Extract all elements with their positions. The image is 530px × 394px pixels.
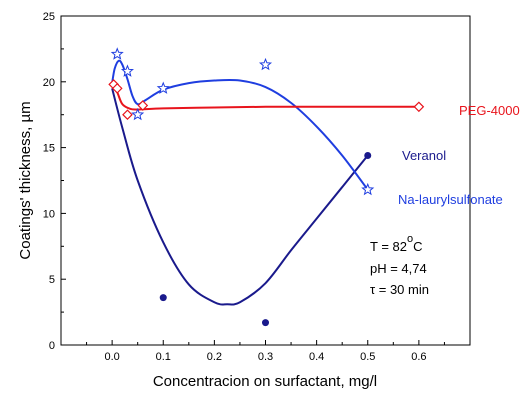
series-label-na-laurylsulfonate: Na-laurylsulfonate bbox=[398, 192, 503, 207]
y-tick-label: 0 bbox=[49, 340, 55, 352]
data-point-peg-4000 bbox=[137, 100, 149, 111]
x-tick-label: 0.2 bbox=[207, 351, 222, 363]
data-point-na-laurylsulfonate bbox=[110, 47, 124, 60]
temperature-unit: C bbox=[413, 239, 422, 254]
x-tick-label: 0.3 bbox=[258, 351, 273, 363]
time-annotation: τ = 30 min bbox=[370, 282, 429, 297]
series-label-veranol: Veranol bbox=[402, 148, 446, 163]
x-tick-label: 0.6 bbox=[411, 351, 426, 363]
y-axis-title: Coatings' thickness, µm bbox=[17, 101, 34, 259]
data-point-peg-4000 bbox=[111, 83, 123, 94]
y-tick-label: 5 bbox=[49, 274, 55, 286]
y-tick-label: 15 bbox=[43, 143, 55, 155]
x-tick-label: 0.1 bbox=[156, 351, 171, 363]
data-point-peg-4000 bbox=[413, 101, 425, 113]
data-markers bbox=[108, 47, 425, 327]
temperature-value: T = 82 bbox=[370, 239, 407, 254]
data-point-na-laurylsulfonate bbox=[156, 81, 170, 94]
data-point-na-laurylsulfonate bbox=[258, 57, 273, 71]
y-tick-label: 10 bbox=[43, 208, 55, 220]
x-axis-title: Concentracion on surfactant, mg/l bbox=[153, 373, 377, 390]
y-tick-label: 20 bbox=[43, 77, 55, 89]
fit-curve-na-laurylsulfonate bbox=[111, 59, 369, 191]
data-point-na-laurylsulfonate bbox=[361, 182, 375, 196]
data-point-veranol bbox=[364, 151, 372, 159]
x-tick-label: 0.4 bbox=[309, 351, 324, 363]
data-point-peg-4000 bbox=[122, 109, 133, 121]
axis-ticks: 0.0 0.1 0.2 0.3 0.4 0.5 0.6 0 5 10 15 20 25 bbox=[43, 11, 445, 363]
ph-annotation: pH = 4,74 bbox=[370, 261, 427, 276]
data-point-veranol bbox=[159, 294, 167, 302]
data-point-veranol bbox=[262, 319, 269, 327]
temperature-annotation: T = 82oC bbox=[370, 233, 423, 254]
x-tick-label: 0.5 bbox=[360, 351, 375, 363]
fit-curve-peg-4000 bbox=[111, 82, 419, 111]
x-tick-label: 0.0 bbox=[104, 351, 119, 363]
data-point-na-laurylsulfonate bbox=[120, 64, 134, 77]
y-tick-label: 25 bbox=[43, 11, 55, 23]
fit-curve-veranol bbox=[111, 88, 369, 306]
temperature-degree: o bbox=[407, 233, 413, 245]
data-point-na-laurylsulfonate bbox=[131, 107, 145, 121]
series-label-peg-4000: PEG-4000 bbox=[459, 103, 520, 118]
